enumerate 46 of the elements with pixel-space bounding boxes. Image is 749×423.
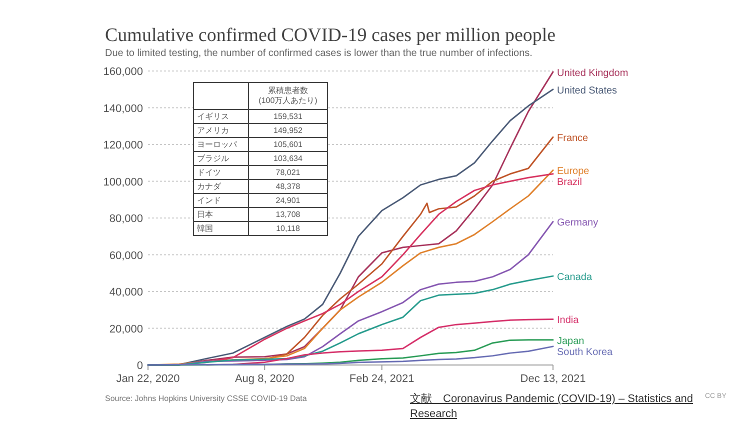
annotation: 149,952 bbox=[248, 124, 328, 138]
series-label: Europe bbox=[557, 166, 590, 178]
annotation: イギリス bbox=[194, 110, 248, 124]
series-label: United States bbox=[557, 85, 618, 96]
x-tick-label: Aug 8, 2020 bbox=[234, 373, 294, 385]
annotation: 日本 bbox=[194, 208, 248, 222]
series-label: United Kingdom bbox=[557, 68, 628, 79]
source-note: Source: Johns Hopkins University CSSE COVID-19 Data bbox=[105, 394, 307, 403]
annotation: アメリカ bbox=[194, 124, 248, 138]
y-tick-label: 120,000 bbox=[103, 140, 143, 152]
x-tick-label: Jan 22, 2020 bbox=[116, 373, 180, 385]
y-tick-label: 40,000 bbox=[109, 286, 143, 298]
y-tick-label: 140,000 bbox=[103, 102, 143, 115]
annotation: 105,601 bbox=[248, 138, 328, 152]
y-tick-label: 80,000 bbox=[109, 213, 143, 225]
annotation: 13,708 bbox=[248, 208, 328, 222]
series-label: Brazil bbox=[557, 177, 582, 188]
x-tick-label: Feb 24, 2021 bbox=[349, 373, 414, 385]
y-tick-label: 100,000 bbox=[103, 176, 143, 188]
annotation: インド bbox=[194, 194, 248, 208]
annotation: 24,901 bbox=[248, 194, 328, 208]
annotation: ブラジル bbox=[194, 152, 248, 166]
annotation: 159,531 bbox=[248, 110, 328, 124]
annotation: カナダ bbox=[194, 180, 248, 194]
annotation: 78,021 bbox=[248, 166, 328, 180]
annotation: 累積患者数 (100万人あたり) bbox=[248, 82, 328, 110]
series-label: France bbox=[557, 133, 589, 144]
annotation: ヨーロッパ bbox=[194, 138, 248, 152]
series-label: South Korea bbox=[557, 346, 614, 358]
text: 文献 Coronavirus Pandemic (COVID-19) – Statistics and Research bbox=[410, 392, 694, 422]
series-label: Japan bbox=[557, 336, 584, 347]
annotation: 103,634 bbox=[248, 152, 328, 166]
y-tick-label: 20,000 bbox=[109, 323, 143, 336]
x-tick-label: Dec 13, 2021 bbox=[520, 373, 586, 385]
annotation: 10,118 bbox=[248, 222, 328, 236]
y-tick-label: 160,000 bbox=[103, 66, 143, 78]
annotation: 韓国 bbox=[194, 222, 248, 236]
chart-subtitle: Due to limited testing, the number of confirmed cases is lower than the true number of infections. bbox=[105, 48, 532, 59]
series-label: Canada bbox=[557, 272, 592, 284]
chart-title: Cumulative confirmed COVID-19 cases per million people bbox=[105, 25, 556, 47]
series-label: India bbox=[557, 315, 580, 326]
y-tick-label: 0 bbox=[136, 360, 143, 372]
annotation: 48,378 bbox=[248, 180, 328, 194]
y-tick-label: 60,000 bbox=[109, 250, 143, 262]
series-label: Germany bbox=[557, 218, 598, 229]
annotation: ドイツ bbox=[194, 166, 248, 180]
